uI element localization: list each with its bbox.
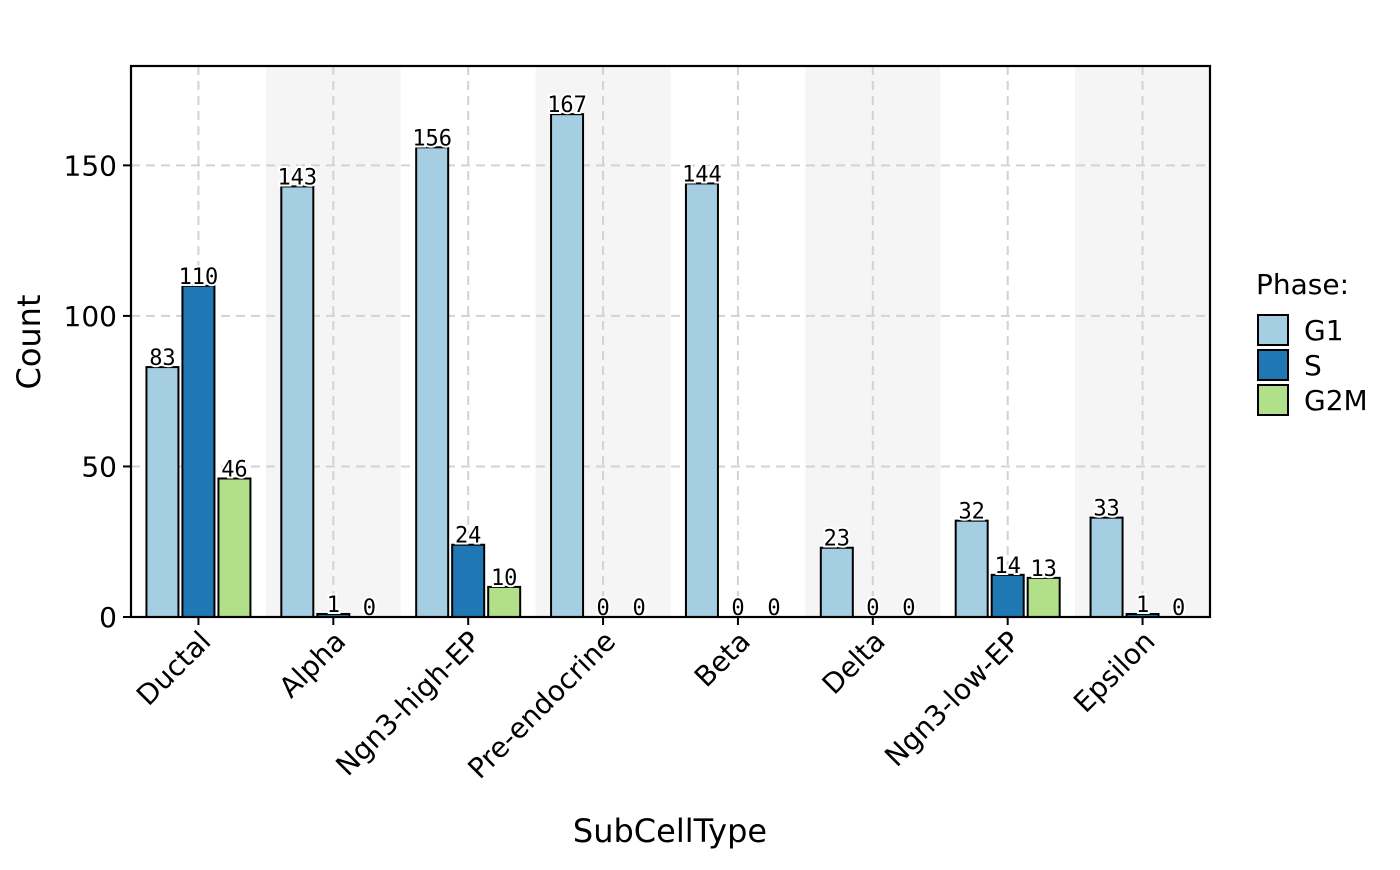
x-tick-label: Delta xyxy=(816,625,892,701)
bar-value-label: 33 xyxy=(1093,497,1120,522)
bar-s xyxy=(181,284,216,618)
bar-value-label: 0 xyxy=(731,596,744,621)
x-tick-label: Beta xyxy=(688,625,757,694)
legend-key-s xyxy=(1257,349,1289,381)
bar-value-label: 14 xyxy=(994,554,1021,579)
x-tick-label: Epsilon xyxy=(1067,625,1161,719)
bar-value-label: 10 xyxy=(491,566,518,591)
bar-value-label: 0 xyxy=(632,596,645,621)
bar-s xyxy=(990,573,1025,618)
bar-value-label: 156 xyxy=(412,126,452,151)
bar-value-label: 0 xyxy=(866,596,879,621)
bar-g2m xyxy=(487,585,522,618)
bar-g1 xyxy=(415,146,450,618)
y-tick-label: 150 xyxy=(64,149,117,182)
legend-key-g1 xyxy=(1257,314,1289,346)
legend-label: S xyxy=(1304,349,1322,382)
bar-g1 xyxy=(1089,516,1124,618)
bar-value-label: 0 xyxy=(596,596,609,621)
plot-border xyxy=(129,64,1212,619)
bar-g1 xyxy=(550,113,585,618)
legend-label: G2M xyxy=(1304,384,1368,417)
y-tick-label: 50 xyxy=(81,450,117,483)
bar-value-label: 0 xyxy=(902,596,915,621)
bar-value-label: 13 xyxy=(1030,557,1057,582)
bar-g1 xyxy=(145,366,180,618)
bar-value-label: 0 xyxy=(1172,596,1185,621)
bar-value-label: 24 xyxy=(455,524,482,549)
bar-g1 xyxy=(954,519,989,618)
bar-g2m xyxy=(1026,576,1061,618)
y-axis-title: Count xyxy=(10,294,48,389)
bar-value-label: 110 xyxy=(179,265,219,290)
bar-value-label: 1 xyxy=(327,593,340,618)
bar-value-label: 144 xyxy=(682,162,722,187)
bar-value-label: 0 xyxy=(363,596,376,621)
bar-g1 xyxy=(684,182,719,618)
legend-title: Phase: xyxy=(1256,268,1349,301)
bar-g2m xyxy=(217,477,252,618)
bar-value-label: 32 xyxy=(958,500,985,525)
y-axis: 0 50 100 150 xyxy=(64,149,131,634)
y-tick-label: 100 xyxy=(64,300,117,333)
x-tick-label: Ductal xyxy=(130,625,217,712)
bar-g1 xyxy=(819,546,854,619)
bar-s xyxy=(451,543,486,619)
bar-value-label: 83 xyxy=(149,346,176,371)
bar-value-label: 23 xyxy=(824,527,851,552)
x-tick-label: Alpha xyxy=(273,625,353,705)
x-axis-title: SubCellType xyxy=(573,812,767,850)
bar-value-label: 143 xyxy=(277,165,317,190)
legend-label: G1 xyxy=(1304,314,1344,347)
bar-value-label: 0 xyxy=(767,596,780,621)
x-tick-label: Ngn3-low-EP xyxy=(878,625,1026,773)
bar-value-label: 1 xyxy=(1136,593,1149,618)
y-tick-label: 0 xyxy=(99,601,117,634)
legend-key-g2m xyxy=(1257,384,1289,416)
bar-value-label: 46 xyxy=(221,457,248,482)
bar-g1 xyxy=(280,185,315,618)
bar-value-label: 167 xyxy=(547,93,587,118)
